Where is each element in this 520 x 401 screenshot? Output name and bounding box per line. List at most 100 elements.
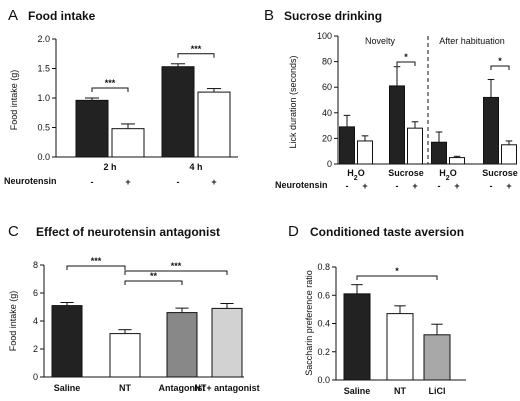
- panel-d-letter: D: [288, 223, 299, 240]
- panel-b-factor-level: -: [396, 181, 399, 191]
- panel-b-letter: B: [264, 7, 274, 24]
- panel-c-sig-label: **: [150, 271, 158, 281]
- panel-b-section-habituation: After habituation: [439, 36, 505, 46]
- panel-c-ylabel: Food intake (g): [8, 291, 18, 352]
- panel-d: D Conditioned taste aversion 0.0 0.2 0.4 0.…: [288, 223, 466, 396]
- panel-a-category-label: 2 h: [103, 162, 116, 172]
- panel-b-bar: [339, 126, 355, 165]
- panel-b-ytick-label: 40: [322, 108, 332, 118]
- panel-d-ytick-label: 0.2: [317, 347, 330, 357]
- panel-b-ylabel: Lick duration (seconds): [288, 55, 298, 148]
- panel-a-bar: [161, 66, 195, 158]
- panel-b-bar: [483, 96, 499, 165]
- panel-c-ytick-label: 6: [33, 288, 38, 298]
- panel-a-ylabel: Food intake (g): [9, 70, 19, 131]
- panel-b-sig-bracket: [490, 65, 510, 70]
- panel-a-factor-label: Neurotensin: [4, 176, 57, 186]
- panel-a-bar: [111, 128, 145, 158]
- panel-a-factor-level: -: [177, 177, 180, 187]
- panel-b-category-label: Sucrose: [482, 168, 518, 178]
- panel-b-factor-level: +: [454, 181, 459, 191]
- panel-b-bar: [431, 141, 447, 165]
- panel-b-bar: [407, 127, 423, 165]
- panel-d-bar: [423, 334, 451, 381]
- panel-a-category-label: 4 h: [189, 162, 202, 172]
- panel-c-ytick-label: 0: [33, 372, 38, 382]
- panel-b-ytick-label: 100: [317, 31, 332, 41]
- panel-b-factor-level: +: [412, 181, 417, 191]
- panel-d-bar: [386, 313, 414, 381]
- panel-a: A Food intake 0.0 0.5 1.0 1.5 2.0 Food intak…: [4, 7, 238, 187]
- panel-b-factor-level: +: [506, 181, 511, 191]
- panel-b-bar: [501, 144, 517, 165]
- panel-b-factor-level: -: [346, 181, 349, 191]
- panel-a-sig-bracket: [177, 53, 215, 58]
- panel-c-title: Effect of neurotensin antagonist: [36, 225, 220, 239]
- panel-a-sig-label: ***: [191, 44, 202, 54]
- panel-d-ytick-label: 0.0: [317, 375, 330, 385]
- panel-b-factor-level: -: [438, 181, 441, 191]
- panel-b-category-label: H2O: [439, 168, 456, 182]
- panel-c-bar: [109, 333, 141, 378]
- panel-d-sig-bracket: [356, 275, 438, 280]
- panel-a-sig-label: ***: [105, 78, 116, 88]
- panel-c-sig-label: ***: [171, 261, 182, 271]
- panel-b-factor-level: +: [362, 181, 367, 191]
- panel-b-factor-level: -: [490, 181, 493, 191]
- panel-c: C Effect of neurotensin antagonist 0 2 4 6 8…: [8, 223, 260, 393]
- panel-d-ytick-label: 0.6: [317, 290, 330, 300]
- panel-a-title: Food intake: [28, 9, 96, 23]
- panel-b-bar: [449, 157, 465, 165]
- panel-d-category-label: Saline: [344, 386, 371, 396]
- panel-a-ytick-label: 0.0: [37, 152, 50, 162]
- panel-c-bar: [166, 312, 198, 378]
- panel-b-ytick-label: 20: [322, 133, 332, 143]
- panel-b-category-label: Sucrose: [388, 168, 424, 178]
- panel-a-ytick-label: 1.5: [37, 64, 50, 74]
- panel-c-bar: [51, 305, 83, 378]
- panel-c-bar: [211, 307, 243, 378]
- panel-b-ytick-label: 80: [322, 57, 332, 67]
- panel-d-ytick-label: 0.8: [317, 262, 330, 272]
- panel-b-ytick-label: 60: [322, 82, 332, 92]
- panel-b-section-novelty: Novelty: [365, 36, 396, 46]
- panel-c-sig-label: ***: [91, 256, 102, 266]
- panel-b-bar: [389, 85, 405, 165]
- panel-d-category-label: LiCl: [429, 386, 446, 396]
- panel-a-factor-level: -: [91, 177, 94, 187]
- panel-b-sig-label: *: [498, 56, 502, 66]
- panel-c-category-label: NT: [119, 383, 131, 393]
- panel-a-ytick-label: 0.5: [37, 123, 50, 133]
- panel-c-letter: C: [8, 223, 19, 240]
- panel-d-category-label: NT: [394, 386, 406, 396]
- panel-c-category-label: Antagonist: [159, 383, 206, 393]
- panel-c-category-label: Saline: [54, 383, 81, 393]
- panel-c-ytick-label: 2: [33, 344, 38, 354]
- panel-b-factor-label: Neurotensin: [275, 180, 328, 190]
- panel-b-ytick-label: 0: [327, 159, 332, 169]
- panel-d-sig-label: *: [395, 266, 399, 276]
- panel-b-bar: [357, 140, 373, 165]
- panel-c-sig-bracket: [124, 270, 228, 275]
- panel-b-sig-bracket: [396, 61, 416, 66]
- panel-c-ytick-label: 8: [33, 260, 38, 270]
- panel-a-ytick-label: 1.0: [37, 93, 50, 103]
- panel-b: B Sucrose drinking 0 20 40 60 80 100 Lick dur…: [264, 7, 518, 191]
- panel-a-bar: [197, 91, 231, 158]
- panel-c-ytick-label: 4: [33, 316, 38, 326]
- panel-d-bar: [343, 293, 371, 381]
- panel-a-factor-level: +: [125, 177, 130, 187]
- panel-d-ytick-label: 0.4: [317, 319, 330, 329]
- panel-c-category-label: NT+ antagonist: [194, 383, 259, 393]
- panel-a-letter: A: [8, 7, 18, 24]
- panel-a-factor-level: +: [211, 177, 216, 187]
- panel-b-category-label: H2O: [347, 168, 364, 182]
- panel-a-bar: [75, 99, 109, 158]
- panel-a-sig-bracket: [91, 87, 129, 92]
- panel-d-title: Conditioned taste aversion: [310, 225, 464, 239]
- panel-c-sig-bracket: [124, 280, 183, 285]
- panel-c-sig-bracket: [66, 265, 126, 270]
- panel-a-ytick-label: 2.0: [37, 34, 50, 44]
- panel-b-sig-label: *: [404, 52, 408, 62]
